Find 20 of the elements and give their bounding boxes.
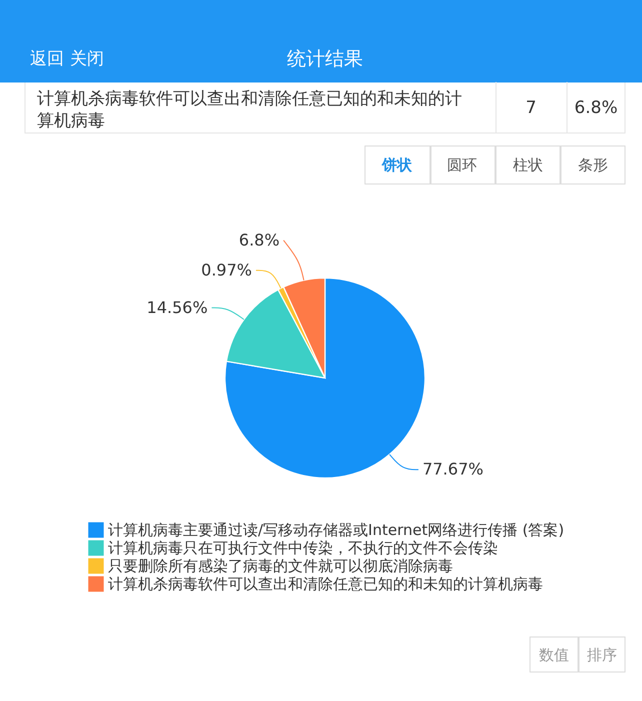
text: 饼状 bbox=[381, 156, 413, 174]
text: 条形 bbox=[578, 156, 608, 174]
text: 圆环 bbox=[447, 156, 477, 174]
legend-label: 计算机病毒只在可执行文件中传染，不执行的文件不会传染 bbox=[108, 539, 498, 557]
text: 数值 bbox=[539, 646, 569, 664]
legend-label: 只要删除所有感染了病毒的文件就可以彻底消除病毒 bbox=[108, 557, 453, 575]
data-label: 0.97% bbox=[201, 260, 252, 280]
data-label: 77.67% bbox=[422, 460, 484, 479]
chart-title: 统计结果 bbox=[287, 48, 363, 70]
text: 排序 bbox=[587, 646, 617, 664]
text: 7 bbox=[526, 98, 536, 118]
text: 关闭 bbox=[70, 49, 104, 69]
text: 计算机杀病毒软件可以查出和清除任意已知的和未知的计算机病毒 bbox=[37, 89, 462, 131]
legend-label: 计算机病毒主要通过读/写移动存储器或Internet网络进行传播 (答案) bbox=[108, 521, 564, 539]
text: 柱状 bbox=[513, 156, 543, 174]
text: 6.8% bbox=[574, 98, 618, 118]
legend-label: 计算机杀病毒软件可以查出和清除任意已知的和未知的计算机病毒 bbox=[108, 575, 543, 593]
text: 返回 bbox=[30, 49, 64, 69]
data-label: 6.8% bbox=[238, 230, 280, 250]
data-label: 14.56% bbox=[146, 298, 208, 317]
